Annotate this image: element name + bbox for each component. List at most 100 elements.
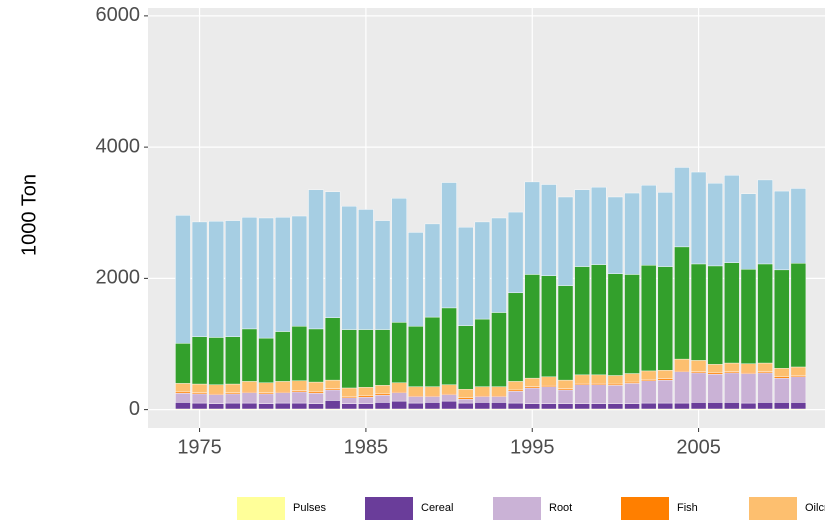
bar-segment <box>541 403 557 410</box>
bar-segment <box>624 192 640 275</box>
bar-segment <box>757 372 773 403</box>
bar-segment <box>441 400 457 410</box>
bar-segment <box>341 397 357 404</box>
bar-segment <box>574 189 590 267</box>
legend-key <box>749 497 797 520</box>
y-tick-label: 6000 <box>96 4 141 26</box>
bar-segment <box>458 402 474 410</box>
bar-segment <box>674 402 690 410</box>
bar-segment <box>740 373 757 404</box>
bar-segment <box>591 403 607 410</box>
bar-segment <box>624 274 640 374</box>
bar-segment <box>491 402 507 410</box>
bar-segment <box>474 221 491 320</box>
bar-segment <box>241 328 258 382</box>
bar-segment <box>524 377 540 387</box>
bar-segment <box>474 318 491 387</box>
bar-segment <box>474 396 491 403</box>
bar-segment <box>291 380 308 391</box>
bar-segment <box>507 211 524 294</box>
bar-segment <box>491 396 507 403</box>
bar-segment <box>640 402 657 410</box>
bar-segment <box>774 402 790 410</box>
bar-segment <box>374 385 391 395</box>
bar-segment <box>408 232 424 327</box>
bar-segment <box>374 402 391 410</box>
bar-segment <box>674 371 690 404</box>
bar-segment <box>291 326 308 381</box>
bar-segment <box>690 263 707 361</box>
bar-segment <box>757 362 773 372</box>
legend-key <box>237 497 285 520</box>
legend-label: Oilcrop <box>805 502 825 514</box>
bar-segment <box>374 394 391 403</box>
bar-segment <box>408 402 424 410</box>
bar-segment <box>374 220 391 330</box>
bar-segment <box>424 402 441 410</box>
bar-segment <box>474 386 491 396</box>
bar-segment <box>191 383 208 393</box>
bar-segment <box>524 274 540 379</box>
y-axis-label: 1000 Ton <box>18 174 40 256</box>
bar-segment <box>208 403 224 410</box>
bar-segment <box>275 217 291 332</box>
bar-segment <box>175 402 191 410</box>
bar-segment <box>458 398 474 404</box>
bar-segment <box>341 387 357 397</box>
legend-label: Cereal <box>421 502 453 514</box>
bar-segment <box>341 403 357 410</box>
bar-segment <box>640 380 657 404</box>
bar-segment <box>358 387 374 397</box>
bar-segment <box>275 402 291 410</box>
bar-segment <box>225 393 241 404</box>
bar-segment <box>624 373 640 383</box>
bar-segment <box>408 396 424 404</box>
bar-segment <box>491 386 507 396</box>
bar-segment <box>607 403 624 410</box>
bar-segment <box>324 379 341 389</box>
bar-segment <box>208 394 224 404</box>
bar-segment <box>308 328 324 383</box>
bar-segment <box>640 265 657 372</box>
bar-segment <box>191 393 208 404</box>
x-tick-label: 2005 <box>676 436 721 458</box>
bar-segment <box>441 384 457 394</box>
bar-segment <box>241 392 258 404</box>
bar-segment <box>541 386 557 404</box>
x-tick-label: 1975 <box>177 436 222 458</box>
bar-segment <box>574 266 590 376</box>
bar-segment <box>341 205 357 330</box>
bar-segment <box>358 403 374 410</box>
bar-segment <box>790 188 807 264</box>
bar-segment <box>524 387 540 404</box>
bar-segment <box>458 226 474 326</box>
bar-segment <box>291 402 308 410</box>
bar-segment <box>424 223 441 318</box>
bar-segment <box>574 403 590 410</box>
bar-segment <box>208 337 224 385</box>
bar-segment <box>391 392 407 402</box>
bar-segment <box>707 402 723 410</box>
bar-segment <box>374 329 391 386</box>
legend-key <box>365 497 413 520</box>
bar-segment <box>757 179 773 265</box>
bar-segment <box>408 326 424 387</box>
bar-segment <box>707 183 723 267</box>
bar-segment <box>657 266 673 371</box>
bar-segment <box>541 275 557 378</box>
bar-segment <box>358 396 374 404</box>
bar-segment <box>557 196 574 286</box>
bar-segment <box>640 370 657 380</box>
bar-segment <box>740 402 757 410</box>
bar-segment <box>291 215 308 327</box>
bar-segment <box>707 265 723 365</box>
bar-segment <box>790 366 807 376</box>
legend-label: Root <box>549 502 572 514</box>
bar-segment <box>607 375 624 385</box>
bar-segment <box>324 389 341 401</box>
bar-segment <box>175 215 191 344</box>
bar-segment <box>507 391 524 404</box>
bar-segment <box>674 167 690 248</box>
bar-segment <box>790 263 807 368</box>
